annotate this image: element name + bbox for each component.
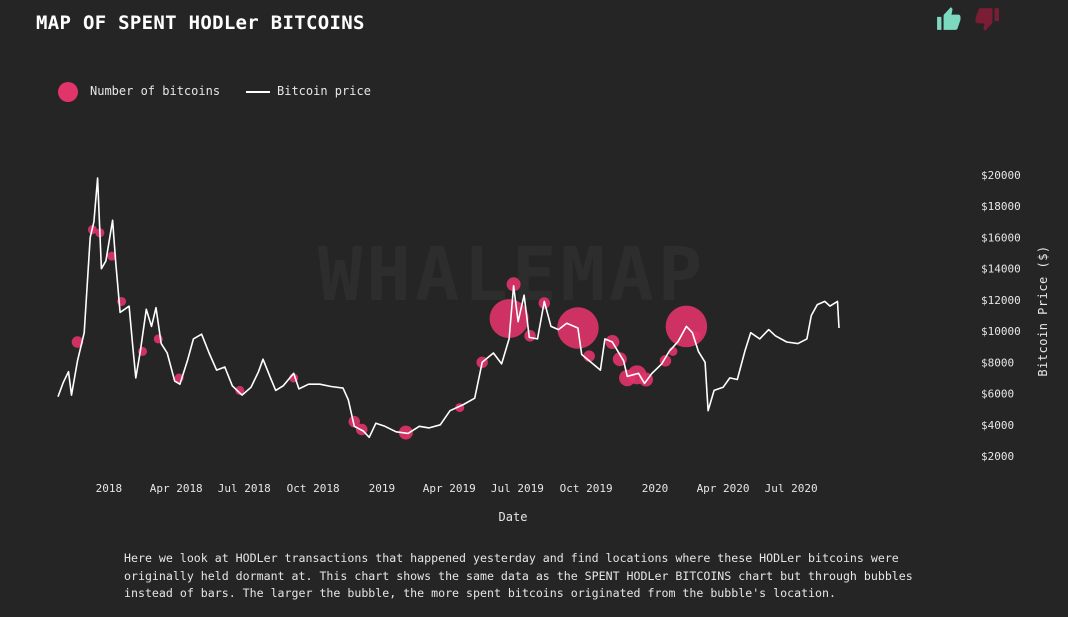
x-tick-label: Apr 2018 — [150, 482, 203, 495]
y-tick-label: $18000 — [981, 200, 1021, 213]
bubble-point — [489, 299, 529, 339]
x-tick-label: Apr 2020 — [697, 482, 750, 495]
x-tick-label: Jul 2019 — [491, 482, 544, 495]
bubble-point — [524, 330, 536, 342]
x-tick-label: Jul 2020 — [765, 482, 818, 495]
y-tick-label: $8000 — [981, 356, 1014, 369]
price-line-series — [57, 177, 840, 439]
y-tick-label: $10000 — [981, 325, 1021, 338]
y-axis-label: Bitcoin Price ($) — [1036, 245, 1050, 376]
legend-bubbles-label: Number of bitcoins — [90, 84, 221, 98]
x-tick-label: 2019 — [369, 482, 396, 495]
y-tick-label: $12000 — [981, 294, 1021, 307]
bubble-point — [506, 277, 521, 292]
thumbs-down-icon[interactable] — [974, 6, 1000, 32]
bubble-point — [71, 336, 84, 348]
legend-bubble-swatch — [58, 82, 78, 102]
bubble-point — [107, 251, 117, 261]
x-tick-label: Jul 2018 — [218, 482, 271, 495]
x-tick-label: 2018 — [96, 482, 123, 495]
x-tick-label: Oct 2019 — [560, 482, 613, 495]
x-tick-label: Apr 2019 — [423, 482, 476, 495]
y-tick-label: $16000 — [981, 231, 1021, 244]
x-tick-label: Oct 2018 — [287, 482, 340, 495]
x-axis-ticks: 2018 Apr 2018 Jul 2018 Oct 2018 2019 Apr 2019… — [96, 482, 818, 495]
legend-price-label: Bitcoin price — [277, 84, 371, 98]
y-tick-label: $14000 — [981, 263, 1021, 276]
chart-description: Here we look at HODLer transactions that… — [124, 551, 913, 600]
chart-title: MAP OF SPENT HODLer BITCOINS — [36, 12, 365, 34]
y-tick-label: $4000 — [981, 419, 1014, 432]
y-tick-label: $20000 — [981, 169, 1021, 182]
bubble-point — [348, 415, 360, 428]
y-tick-label: $6000 — [981, 388, 1014, 401]
x-axis-label: Date — [499, 510, 528, 524]
price-line — [57, 177, 840, 439]
bubble-price-chart: WHALEMAP 2018 Apr 2018 Jul 2018 Oct 2018 201… — [57, 169, 1050, 524]
bubble-point — [235, 385, 245, 395]
x-tick-label: 2020 — [642, 482, 669, 495]
y-axis-ticks: $2000 $4000 $6000 $8000 $10000 $12000 $14000 $1… — [981, 169, 1021, 463]
y-tick-label: $2000 — [981, 450, 1014, 463]
thumbs-up-icon[interactable] — [936, 6, 962, 32]
legend-line-swatch — [246, 91, 270, 93]
